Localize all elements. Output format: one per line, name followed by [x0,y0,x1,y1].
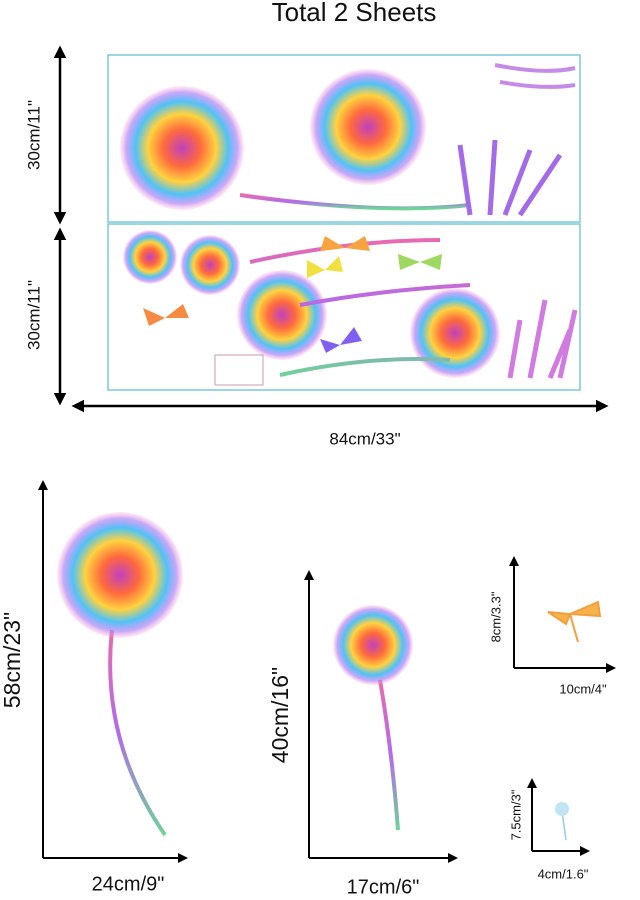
item-height: 7.5cm/3" [508,789,523,840]
item-width: 17cm/6" [347,876,420,898]
dandelion-art [180,235,240,295]
butterfly-art [143,304,189,326]
item-width: 4cm/1.6" [538,866,589,881]
butterfly-art [398,254,442,270]
dandelion-art [555,802,569,816]
stem-art [561,811,567,841]
stem-art [249,238,471,377]
dandelion-art [410,288,500,378]
sheet-height: 30cm/11" [24,100,43,170]
title: Total 2 Sheets [272,0,437,27]
butterfly-art [320,236,370,251]
dragonfly-art [547,600,602,643]
grass-art [507,299,578,379]
dandelion-art [123,230,177,284]
item-width: 24cm/9" [92,873,165,895]
stem-art [378,679,400,831]
dandelion-art [120,86,244,210]
butterfly-art [307,256,343,278]
item-height: 40cm/16" [267,667,293,763]
grass-art [457,139,563,217]
mini-preview [214,354,264,386]
sheet-width: 84cm/33" [329,429,400,448]
dandelion-art [333,605,413,685]
stem-art [494,63,576,89]
butterfly-art [320,327,362,353]
dandelion-art [310,69,426,185]
item-width: 10cm/4" [559,681,607,696]
item-height: 58cm/23" [0,612,25,708]
sheets [107,54,581,391]
dandelion-art [57,512,183,638]
dandelion-art [237,270,327,360]
stem-art [239,193,471,211]
item-height: 8cm/3.3" [488,591,503,642]
stem-art [108,629,167,837]
sheet-height: 30cm/11" [24,280,43,350]
